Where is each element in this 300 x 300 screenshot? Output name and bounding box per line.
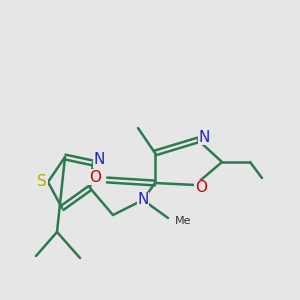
Text: Me: Me [175, 216, 191, 226]
Text: N: N [137, 193, 149, 208]
Text: N: N [198, 130, 210, 145]
Text: S: S [37, 175, 47, 190]
Text: O: O [195, 181, 207, 196]
Text: O: O [89, 169, 101, 184]
Text: N: N [93, 152, 105, 167]
